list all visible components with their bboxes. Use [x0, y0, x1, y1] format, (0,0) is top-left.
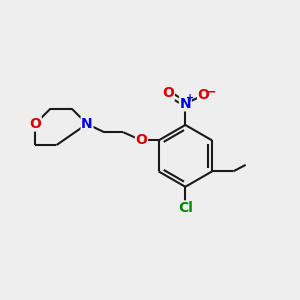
Text: N: N [179, 97, 191, 111]
Text: O: O [136, 134, 147, 147]
Text: Cl: Cl [178, 201, 193, 215]
Text: O: O [29, 117, 41, 131]
Text: O: O [162, 86, 174, 100]
Text: O: O [198, 88, 209, 102]
Text: −: − [206, 85, 216, 98]
Text: +: + [186, 94, 194, 103]
Text: N: N [81, 117, 93, 131]
